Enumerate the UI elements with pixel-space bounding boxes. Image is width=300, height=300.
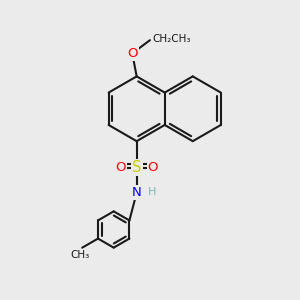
Text: O: O (127, 47, 137, 60)
Text: S: S (132, 160, 141, 175)
Text: CH₃: CH₃ (70, 250, 89, 260)
Text: H: H (148, 187, 156, 196)
Text: CH₂CH₃: CH₂CH₃ (152, 34, 191, 44)
Text: O: O (115, 161, 126, 174)
Text: O: O (148, 161, 158, 174)
Text: N: N (132, 186, 142, 199)
